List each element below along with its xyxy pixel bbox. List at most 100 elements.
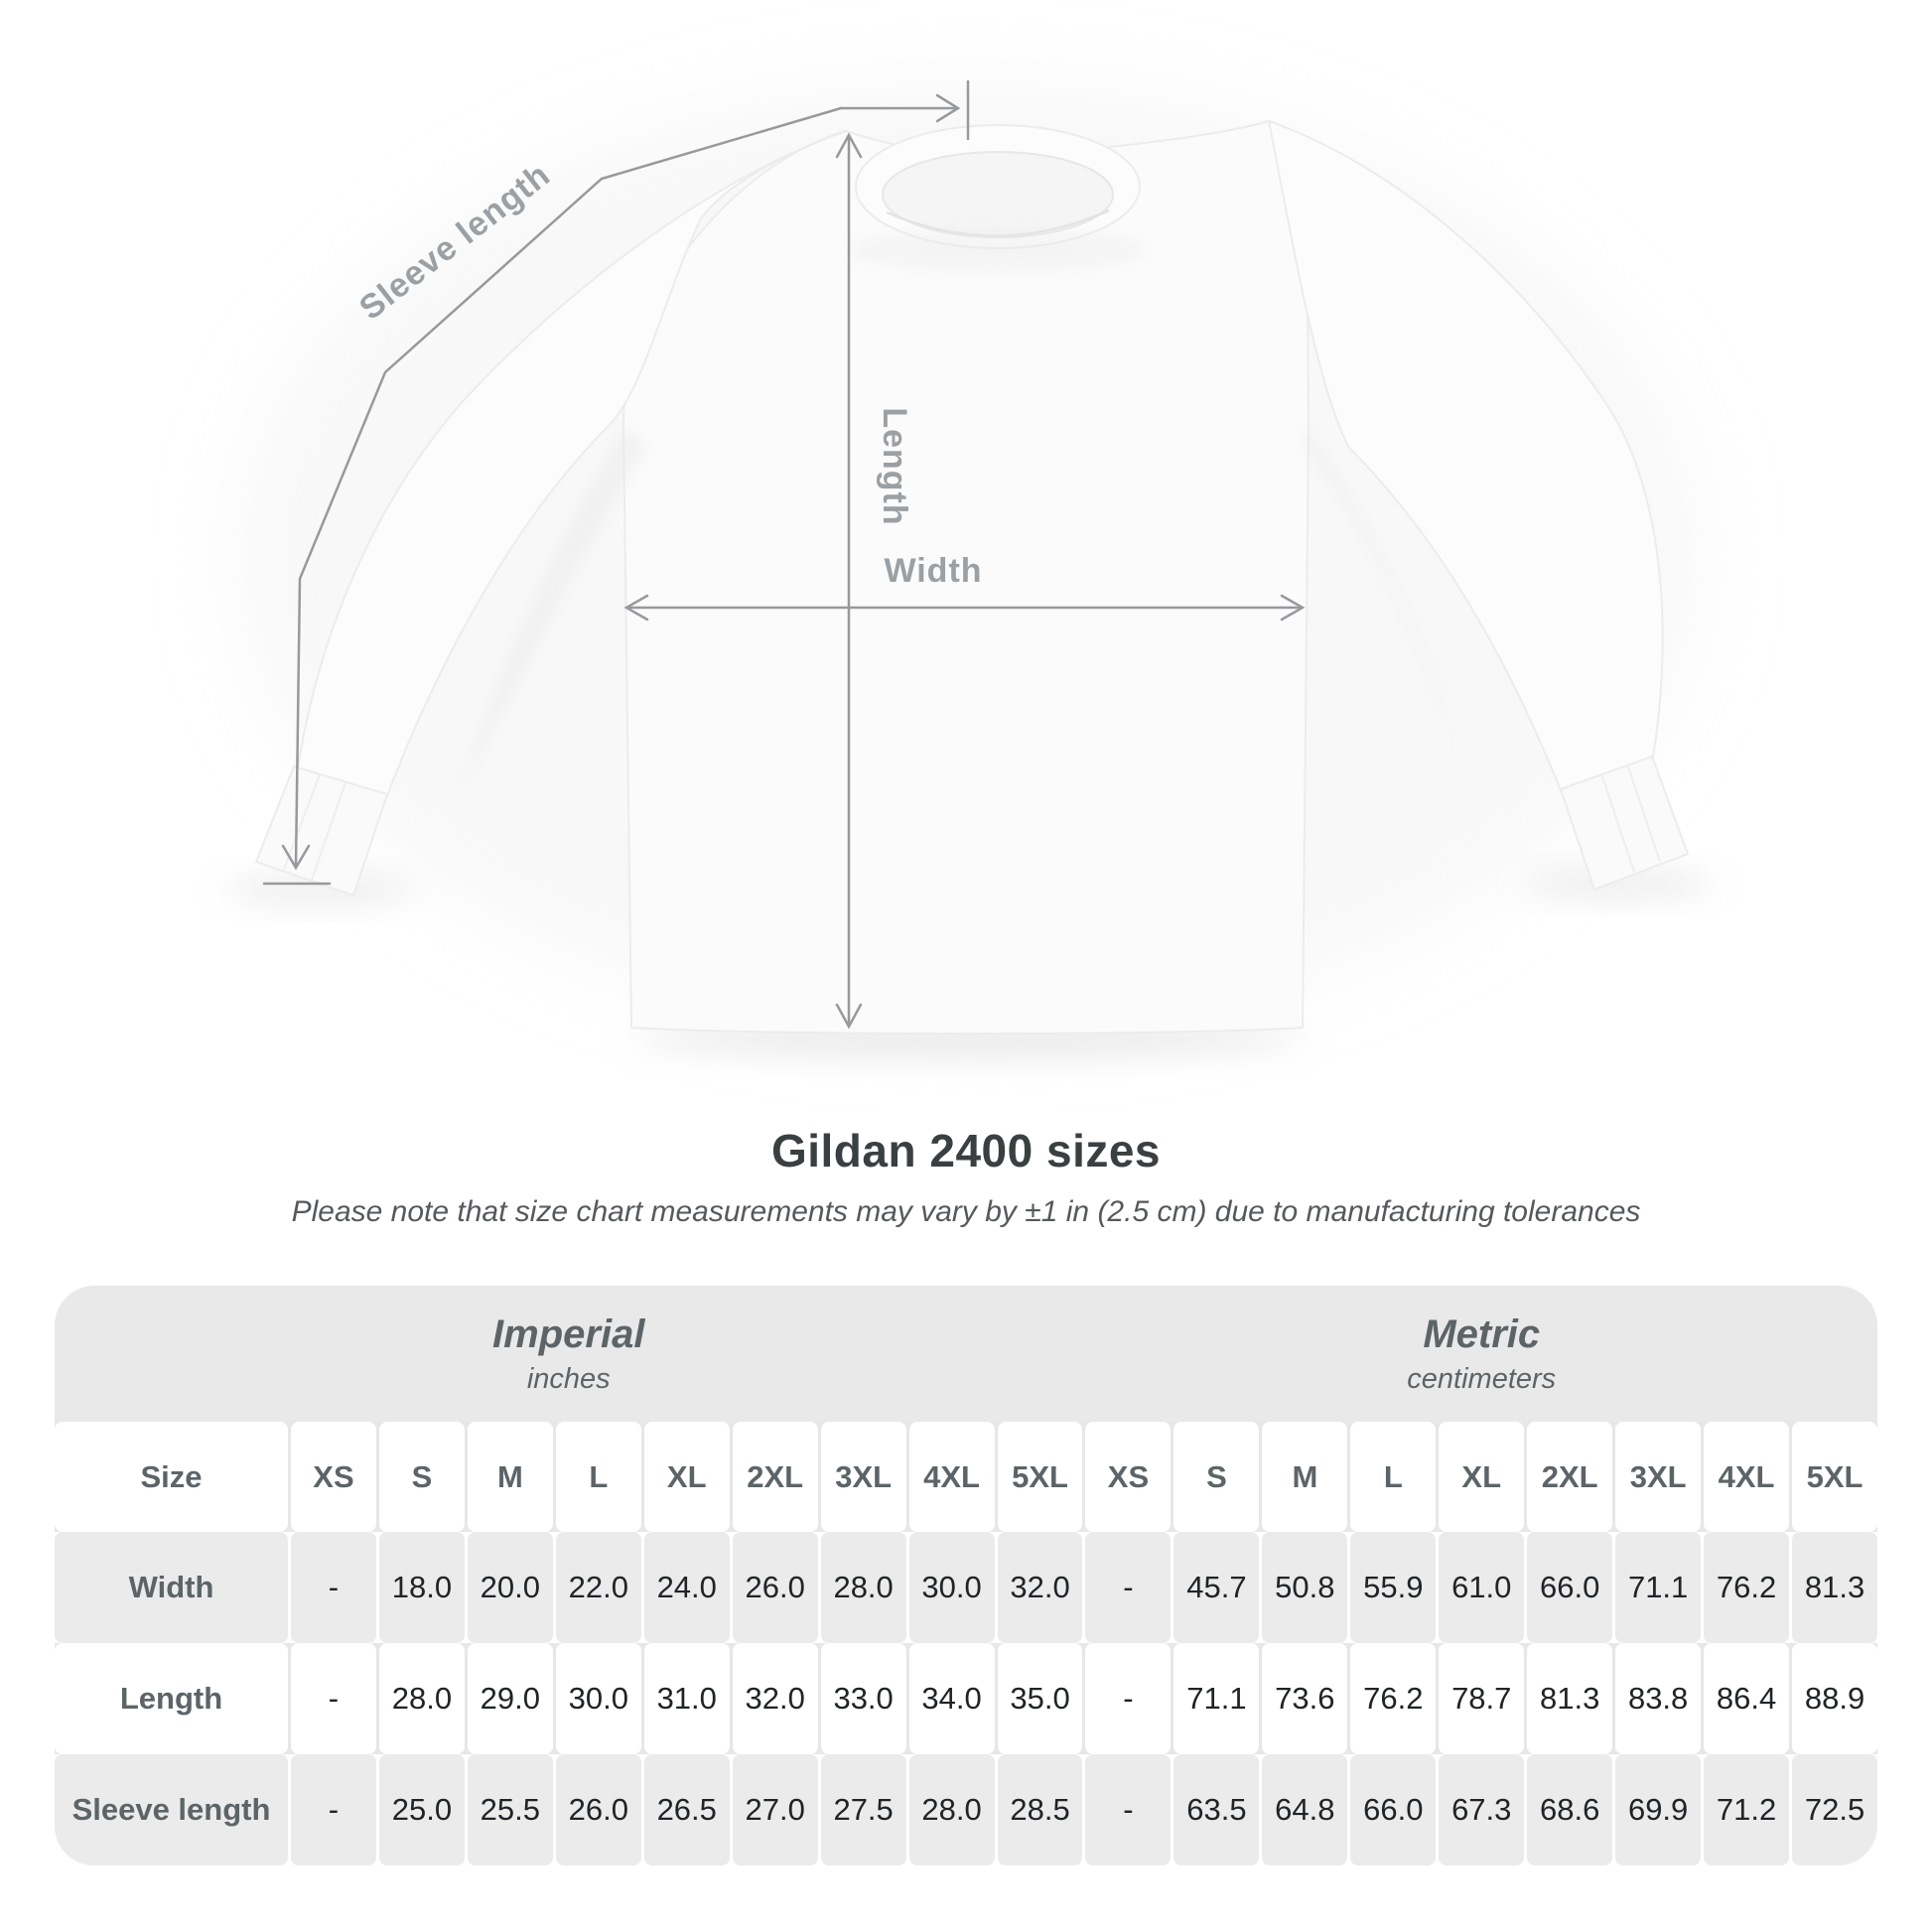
- size-table: Imperial inches Metric centimeters Size …: [55, 1286, 1877, 1865]
- metric-label: Metric: [1423, 1311, 1541, 1356]
- value-sleeve-length-metric-2xl: 68.6: [1527, 1754, 1613, 1865]
- table-row-width: Width -18.0 20.0 22.0 24.0 26.0 28.0 30.0 32.0-4…: [55, 1532, 1877, 1643]
- value-length-imperial-xs: -: [291, 1643, 376, 1754]
- value-width-imperial-l: 22.0: [555, 1532, 641, 1643]
- col-header-imperial-5xl: 5XL: [997, 1422, 1083, 1532]
- value-width-metric-3xl: 71.1: [1615, 1532, 1702, 1643]
- value-length-metric-m: 73.6: [1262, 1643, 1348, 1754]
- metric-unit-label: centimeters: [1407, 1362, 1557, 1395]
- size-header-row: Size XS S M L XL 2XL 3XL 4XL 5XL XS S M L XL 2XL 3XL 4XL…: [55, 1422, 1877, 1532]
- size-column-label: Size: [55, 1422, 288, 1532]
- value-width-imperial-xs: -: [291, 1532, 376, 1643]
- col-header-imperial-xl: XL: [643, 1422, 730, 1532]
- value-length-imperial-5xl: 35.0: [997, 1643, 1083, 1754]
- width-label: Width: [884, 552, 982, 590]
- value-sleeve-length-metric-4xl: 71.2: [1704, 1754, 1790, 1865]
- shirt-illustration: Sleeve length Length Width: [225, 79, 1713, 1056]
- col-header-metric-m: M: [1262, 1422, 1348, 1532]
- value-width-metric-m: 50.8: [1262, 1532, 1348, 1643]
- table-body: Width -18.0 20.0 22.0 24.0 26.0 28.0 30.0 32.0-4…: [55, 1532, 1877, 1865]
- value-length-imperial-xl: 31.0: [643, 1643, 730, 1754]
- imperial-unit-label: inches: [526, 1362, 611, 1395]
- table-row-length: Length -28.0 29.0 30.0 31.0 32.0 33.0 34.0 35.0-…: [55, 1643, 1877, 1754]
- value-width-metric-xl: 61.0: [1439, 1532, 1525, 1643]
- row-label-sleeve-length: Sleeve length: [55, 1754, 288, 1865]
- page-subtitle: Please note that size chart measurements…: [291, 1195, 1641, 1228]
- value-sleeve-length-imperial-l: 26.0: [555, 1754, 641, 1865]
- col-header-metric-4xl: 4XL: [1704, 1422, 1790, 1532]
- table-row-sleeve-length: Sleeve length -25.0 25.5 26.0 26.5 27.0 27.5 28…: [55, 1754, 1877, 1865]
- value-width-metric-2xl: 66.0: [1527, 1532, 1613, 1643]
- col-header-metric-2xl: 2XL: [1527, 1422, 1613, 1532]
- page-title: Gildan 2400 sizes: [770, 1125, 1162, 1176]
- sleeve-length-measure-line: [262, 79, 970, 886]
- value-length-metric-2xl: 81.3: [1527, 1643, 1613, 1754]
- col-header-metric-3xl: 3XL: [1615, 1422, 1702, 1532]
- value-length-metric-l: 76.2: [1350, 1643, 1437, 1754]
- table-header-band: Imperial inches Metric centimeters: [55, 1286, 1877, 1422]
- under-collar-shade: [849, 228, 1147, 272]
- value-width-imperial-m: 20.0: [467, 1532, 553, 1643]
- col-header-imperial-4xl: 4XL: [908, 1422, 995, 1532]
- row-label-width: Width: [55, 1532, 288, 1643]
- left-cuff-shadow: [225, 875, 414, 904]
- length-measure-line: [835, 132, 863, 1030]
- col-header-imperial-3xl: 3XL: [820, 1422, 906, 1532]
- left-cuff-ribbing: [283, 773, 346, 881]
- value-sleeve-length-metric-l: 66.0: [1350, 1754, 1437, 1865]
- left-cuff: [254, 764, 389, 897]
- value-sleeve-length-imperial-5xl: 28.5: [997, 1754, 1083, 1865]
- value-sleeve-length-metric-s: 63.5: [1173, 1754, 1260, 1865]
- value-length-metric-xl: 78.7: [1439, 1643, 1525, 1754]
- left-underarm-fold: [459, 427, 647, 794]
- value-length-metric-5xl: 88.9: [1792, 1643, 1877, 1754]
- col-header-metric-xs: XS: [1085, 1422, 1172, 1532]
- shirt-measurement-diagram: Sleeve length Length Width: [225, 79, 1713, 1056]
- value-width-metric-4xl: 76.2: [1704, 1532, 1790, 1643]
- col-header-imperial-2xl: 2XL: [732, 1422, 818, 1532]
- value-sleeve-length-metric-xl: 67.3: [1439, 1754, 1525, 1865]
- value-sleeve-length-metric-3xl: 69.9: [1615, 1754, 1702, 1865]
- value-width-metric-5xl: 81.3: [1792, 1532, 1877, 1643]
- value-width-imperial-5xl: 32.0: [997, 1532, 1083, 1643]
- value-sleeve-length-imperial-m: 25.5: [467, 1754, 553, 1865]
- value-length-imperial-s: 28.0: [378, 1643, 465, 1754]
- col-header-imperial-l: L: [555, 1422, 641, 1532]
- value-sleeve-length-imperial-xs: -: [291, 1754, 376, 1865]
- value-length-imperial-m: 29.0: [467, 1643, 553, 1754]
- value-sleeve-length-imperial-3xl: 27.5: [820, 1754, 906, 1865]
- value-length-metric-4xl: 86.4: [1704, 1643, 1790, 1754]
- value-length-imperial-3xl: 33.0: [820, 1643, 906, 1754]
- row-label-length: Length: [55, 1643, 288, 1754]
- col-header-imperial-s: S: [378, 1422, 465, 1532]
- col-header-imperial-m: M: [467, 1422, 553, 1532]
- right-cuff-ribbing: [1601, 765, 1661, 873]
- value-length-metric-3xl: 83.8: [1615, 1643, 1702, 1754]
- imperial-label: Imperial: [492, 1311, 645, 1356]
- value-sleeve-length-imperial-xl: 26.5: [643, 1754, 730, 1865]
- value-sleeve-length-imperial-s: 25.0: [378, 1754, 465, 1865]
- value-width-metric-l: 55.9: [1350, 1532, 1437, 1643]
- width-measure-line: [623, 594, 1306, 621]
- value-width-metric-xs: -: [1085, 1532, 1172, 1643]
- length-label: Length: [876, 407, 913, 525]
- value-length-imperial-4xl: 34.0: [908, 1643, 995, 1754]
- metric-section-header: Metric centimeters: [1086, 1286, 1878, 1422]
- value-length-metric-s: 71.1: [1173, 1643, 1260, 1754]
- imperial-section-header: Imperial inches: [55, 1286, 1083, 1422]
- right-cuff: [1559, 755, 1690, 892]
- col-header-metric-s: S: [1173, 1422, 1260, 1532]
- value-width-imperial-s: 18.0: [378, 1532, 465, 1643]
- value-length-metric-xs: -: [1085, 1643, 1172, 1754]
- value-width-imperial-4xl: 30.0: [908, 1532, 995, 1643]
- value-width-imperial-2xl: 26.0: [732, 1532, 818, 1643]
- value-width-metric-s: 45.7: [1173, 1532, 1260, 1643]
- value-width-imperial-3xl: 28.0: [820, 1532, 906, 1643]
- col-header-imperial-xs: XS: [291, 1422, 376, 1532]
- value-sleeve-length-imperial-4xl: 28.0: [908, 1754, 995, 1865]
- shirt-left-sleeve: [294, 130, 847, 808]
- col-header-metric-xl: XL: [1439, 1422, 1525, 1532]
- col-header-metric-5xl: 5XL: [1792, 1422, 1877, 1532]
- right-cuff-shadow: [1524, 869, 1713, 898]
- value-sleeve-length-metric-m: 64.8: [1262, 1754, 1348, 1865]
